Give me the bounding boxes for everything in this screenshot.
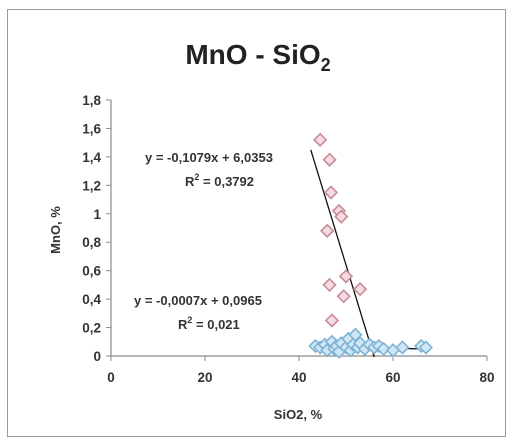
x-tick-label: 80 <box>479 370 494 385</box>
trendline-r2-pink: R2 = 0,3792 <box>185 172 254 189</box>
y-tick-label: 1,8 <box>82 93 101 108</box>
trendline-equation-pink: y = -0,1079x + 6,0353 <box>145 150 273 165</box>
data-point-pink <box>323 185 339 200</box>
data-point-pink <box>338 269 354 284</box>
data-point-blue <box>395 340 410 355</box>
data-point-pink <box>322 277 337 293</box>
x-tick-label: 60 <box>385 370 400 385</box>
y-tick-label: 0,8 <box>82 235 101 250</box>
data-point-pink <box>313 132 328 147</box>
chart-title: MnO - SiO2 <box>185 39 330 75</box>
data-point-pink <box>336 289 351 304</box>
chart-title-main: MnO - SiO <box>185 39 320 70</box>
x-tick-label: 0 <box>107 370 115 385</box>
y-tick-label: 0,4 <box>82 292 101 307</box>
y-tick-label: 0 <box>93 349 101 364</box>
data-point-blue <box>348 327 363 342</box>
y-tick-label: 1,6 <box>82 121 101 136</box>
r2-label-blue: R <box>178 317 188 332</box>
y-tick-label: 0,6 <box>82 264 101 279</box>
r2-sup-pink: 2 <box>194 172 199 182</box>
x-tick-label: 40 <box>291 370 306 385</box>
data-points <box>308 132 434 359</box>
chart-frame <box>7 9 506 437</box>
data-point-pink <box>322 152 337 167</box>
trendlines <box>310 149 431 358</box>
chart-title-subscript: 2 <box>321 55 331 75</box>
data-point-pink <box>320 223 335 238</box>
r2-value-pink: = 0,3792 <box>199 174 254 189</box>
r2-value-blue: = 0,021 <box>192 317 239 332</box>
data-point-blue <box>376 341 391 357</box>
x-axis-title: SiO2, % <box>274 407 323 422</box>
chart-axes: 0 20 40 60 80 0 0,2 0,4 0,6 0,8 1 1,2 1,4 1,6 1,8 <box>82 93 494 385</box>
x-tick-label: 20 <box>197 370 212 385</box>
y-tick-label: 1,4 <box>82 150 101 165</box>
y-axis-title: MnO, % <box>48 206 63 254</box>
y-tick-label: 0,2 <box>82 321 101 336</box>
data-point-pink <box>334 209 349 224</box>
r2-label-pink: R <box>185 174 195 189</box>
trendline-r2-blue: R2 = 0,021 <box>178 315 240 332</box>
data-point-blue <box>418 340 434 355</box>
y-tick-label: 1 <box>93 207 101 222</box>
trendline-pink <box>310 149 375 358</box>
data-point-pink <box>324 313 340 328</box>
data-point-pink <box>352 282 368 297</box>
r2-sup-blue: 2 <box>187 315 192 325</box>
trendline-equation-blue: y = -0,0007x + 0,0965 <box>134 293 262 308</box>
y-tick-label: 1,2 <box>82 178 101 193</box>
